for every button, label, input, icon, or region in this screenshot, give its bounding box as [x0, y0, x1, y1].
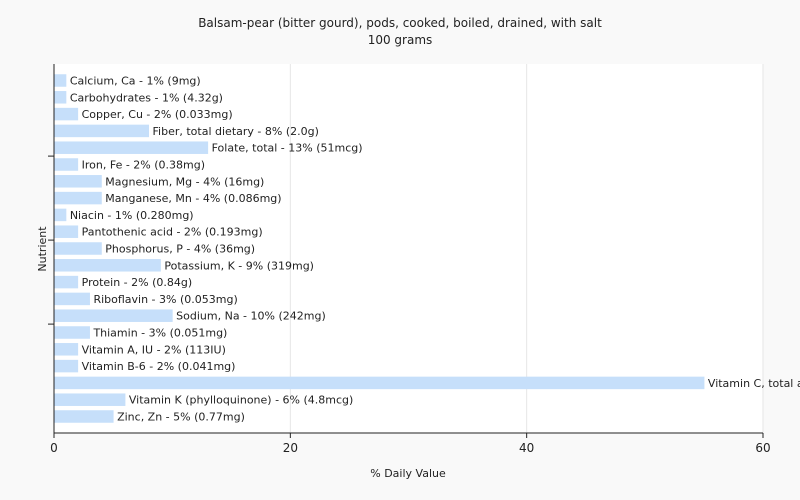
x-tick-label: 60	[755, 441, 770, 455]
bar	[54, 275, 79, 289]
bar-label: Fiber, total dietary - 8% (2.0g)	[153, 125, 319, 138]
bar	[54, 158, 79, 171]
x-axis-label: % Daily Value	[370, 467, 446, 480]
bar	[54, 309, 173, 322]
x-tick-label: 40	[519, 441, 534, 455]
chart-subtitle: 100 grams	[368, 33, 433, 47]
bar	[54, 326, 90, 339]
bar-label: Sodium, Na - 10% (242mg)	[176, 310, 326, 323]
bar	[54, 141, 209, 154]
bar	[54, 343, 79, 356]
bar	[54, 242, 102, 255]
bar-label: Pantothenic acid - 2% (0.193mg)	[82, 226, 263, 239]
bar-label: Copper, Cu - 2% (0.033mg)	[82, 108, 233, 121]
bar	[54, 376, 705, 390]
axes: 0 20 40 60	[48, 64, 771, 455]
x-tick-label: 0	[50, 441, 58, 455]
bar	[54, 393, 126, 406]
bar	[54, 359, 79, 373]
y-axis-label: Nutrient	[36, 226, 49, 272]
bar	[54, 259, 161, 272]
bar-label: Folate, total - 13% (51mcg)	[212, 142, 363, 155]
bar	[54, 175, 102, 188]
bar-label: Vitamin C, total ascorbic acid - 55% (33…	[708, 377, 800, 390]
x-tick-label: 20	[283, 441, 298, 455]
bar-label: Niacin - 1% (0.280mg)	[70, 209, 194, 222]
bar	[54, 91, 67, 104]
bar	[54, 292, 90, 306]
bar-label: Zinc, Zn - 5% (0.77mg)	[117, 411, 245, 424]
bar	[54, 74, 67, 87]
gridlines	[289, 64, 764, 433]
bar-label: Manganese, Mn - 4% (0.086mg)	[105, 192, 281, 205]
bar-labels: Calcium, Ca - 1% (9mg) Carbohydrates - 1%…	[70, 75, 800, 424]
bar	[54, 208, 67, 222]
bar-label: Protein - 2% (0.84g)	[82, 276, 193, 289]
bar	[54, 107, 79, 121]
bar-label: Carbohydrates - 1% (4.32g)	[70, 91, 223, 104]
chart-title: Balsam-pear (bitter gourd), pods, cooked…	[198, 16, 602, 30]
bars	[54, 74, 705, 423]
bar-label: Phosphorus, P - 4% (36mg)	[105, 243, 255, 256]
bar	[54, 191, 102, 205]
bar	[54, 410, 114, 423]
bar-label: Vitamin B-6 - 2% (0.041mg)	[82, 360, 236, 373]
bar-label: Potassium, K - 9% (319mg)	[164, 259, 314, 272]
bar-label: Iron, Fe - 2% (0.38mg)	[82, 159, 205, 172]
bar	[54, 225, 79, 238]
bar	[54, 124, 150, 138]
bar-label: Magnesium, Mg - 4% (16mg)	[105, 175, 264, 188]
bar-label: Riboflavin - 3% (0.053mg)	[93, 293, 237, 306]
bar-label: Calcium, Ca - 1% (9mg)	[70, 75, 201, 88]
bar-label: Thiamin - 3% (0.051mg)	[92, 327, 227, 340]
bar-label: Vitamin K (phylloquinone) - 6% (4.8mcg)	[129, 394, 353, 407]
plot-area	[54, 64, 763, 433]
bar-label: Vitamin A, IU - 2% (113IU)	[82, 343, 226, 356]
